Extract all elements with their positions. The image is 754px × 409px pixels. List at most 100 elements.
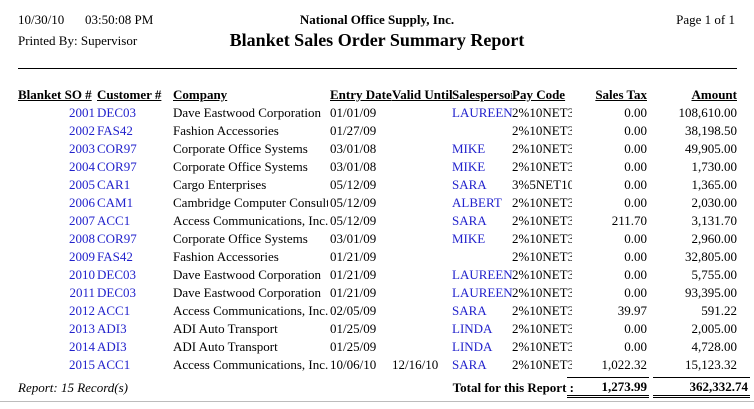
cell-customer[interactable]: DEC03 [97,285,136,300]
column-header-entry-date: Entry Date [330,87,392,102]
cell-company: Cambridge Computer Consultants [173,195,328,210]
cell-customer[interactable]: ACC1 [97,213,131,228]
column-header-company: Company [173,87,228,102]
cell-blanket-so[interactable]: 2002 [69,123,95,138]
cell-blanket-so[interactable]: 2001 [69,105,95,120]
cell-entry-date: 01/21/09 [330,267,377,282]
cell-customer[interactable]: DEC03 [97,267,136,282]
cell-sales-tax: 39.97 [617,303,647,318]
record-count: Report: 15 Record(s) [18,380,128,395]
cell-salesperson[interactable]: MIKE [452,231,486,246]
cell-company: Corporate Office Systems [173,231,308,246]
cell-salesperson[interactable]: LAUREEN [452,267,513,282]
cell-blanket-so[interactable]: 2006 [69,195,95,210]
cell-company: Access Communications, Inc. [173,357,328,372]
cell-blanket-so[interactable]: 2015 [69,357,95,372]
cell-customer[interactable]: FAS42 [97,123,133,138]
cell-customer[interactable]: ADI3 [97,321,127,336]
cell-salesperson[interactable]: LAUREEN [452,285,513,300]
cell-customer[interactable]: COR97 [97,231,137,246]
cell-pay-code: 3%5NET10 [512,177,572,192]
cell-company: Fashion Accessories [173,249,279,264]
cell-salesperson[interactable]: SARA [452,303,487,318]
cell-amount: 2,960.00 [691,231,738,246]
cell-salesperson [452,122,512,140]
cell-entry-date: 05/12/09 [330,177,377,192]
column-header-customer: Customer # [97,87,162,102]
cell-company: Dave Eastwood Corporation [173,285,322,300]
cell-blanket-so[interactable]: 2011 [69,285,95,300]
cell-salesperson[interactable]: SARA [452,357,487,372]
cell-blanket-so[interactable]: 2009 [69,249,95,264]
cell-customer[interactable]: ACC1 [97,303,131,318]
cell-valid-until: 12/16/10 [392,357,439,372]
table-row: 2012 ACC1 Access Communications, Inc. 02/05… [18,302,737,320]
cell-valid-until [392,212,452,230]
cell-salesperson[interactable]: LINDA [452,321,493,336]
cell-customer[interactable]: DEC03 [97,105,136,120]
table-row: 2013 ADI3 ADI Auto Transport 01/25/09 LINDA 2… [18,320,737,338]
column-header-sales-tax: Sales Tax [595,87,647,102]
cell-sales-tax: 211.70 [611,213,647,228]
cell-valid-until [392,122,452,140]
cell-blanket-so[interactable]: 2008 [69,231,95,246]
cell-salesperson[interactable]: MIKE [452,159,486,174]
cell-blanket-so[interactable]: 2012 [69,303,95,318]
cell-entry-date: 03/01/08 [330,141,377,156]
column-header-salesperson: Salesperson [452,87,512,102]
print-time: 03:50:08 PM [85,12,154,27]
cell-blanket-so[interactable]: 2010 [69,267,95,282]
table-row: 2014 ADI3 ADI Auto Transport 01/25/09 LINDA 2… [18,338,737,356]
cell-blanket-so[interactable]: 2013 [69,321,95,336]
cell-salesperson[interactable]: LAUREEN [452,105,513,120]
cell-valid-until [392,104,452,122]
cell-blanket-so[interactable]: 2007 [69,213,95,228]
cell-blanket-so[interactable]: 2003 [69,141,95,156]
cell-valid-until [392,230,452,248]
cell-amount: 4,728.00 [691,339,738,354]
cell-salesperson[interactable]: SARA [452,177,487,192]
table-row: 2007 ACC1 Access Communications, Inc. 05/12… [18,212,737,230]
cell-customer[interactable]: CAM1 [97,195,134,210]
cell-amount: 2,005.00 [691,321,738,336]
cell-entry-date: 03/01/08 [330,159,377,174]
cell-salesperson[interactable]: LINDA [452,339,493,354]
printed-by: Printed By: Supervisor [18,33,138,48]
cell-customer[interactable]: FAS42 [97,249,133,264]
cell-company: Access Communications, Inc. [173,303,328,318]
cell-customer[interactable]: ADI3 [97,339,127,354]
table-row: 2001 DEC03 Dave Eastwood Corporation 01/01/… [18,104,737,122]
cell-customer[interactable]: COR97 [97,159,137,174]
cell-blanket-so[interactable]: 2005 [69,177,95,192]
cell-valid-until [392,266,452,284]
cell-customer[interactable]: ACC1 [97,357,131,372]
page-bottom-divider [0,401,754,402]
table-row: 2005 CAR1 Cargo Enterprises 05/12/09 SARA 3%5… [18,176,737,194]
cell-salesperson[interactable]: MIKE [452,141,486,156]
cell-company: Access Communications, Inc. [173,213,328,228]
cell-valid-until [392,302,452,320]
cell-valid-until [392,140,452,158]
cell-blanket-so[interactable]: 2014 [69,339,95,354]
cell-salesperson[interactable]: ALBERT [452,195,502,210]
cell-blanket-so[interactable]: 2004 [69,159,95,174]
cell-entry-date: 05/12/09 [330,195,377,210]
column-header-amount: Amount [691,87,737,102]
cell-entry-date: 01/21/09 [330,249,377,264]
cell-customer[interactable]: CAR1 [97,177,131,192]
cell-customer[interactable]: COR97 [97,141,137,156]
cell-amount: 591.22 [701,303,737,318]
table-row: 2015 ACC1 Access Communications, Inc. 10/06… [18,356,737,374]
table-body: 2001 DEC03 Dave Eastwood Corporation 01/01/… [18,104,737,374]
cell-salesperson[interactable]: SARA [452,213,487,228]
